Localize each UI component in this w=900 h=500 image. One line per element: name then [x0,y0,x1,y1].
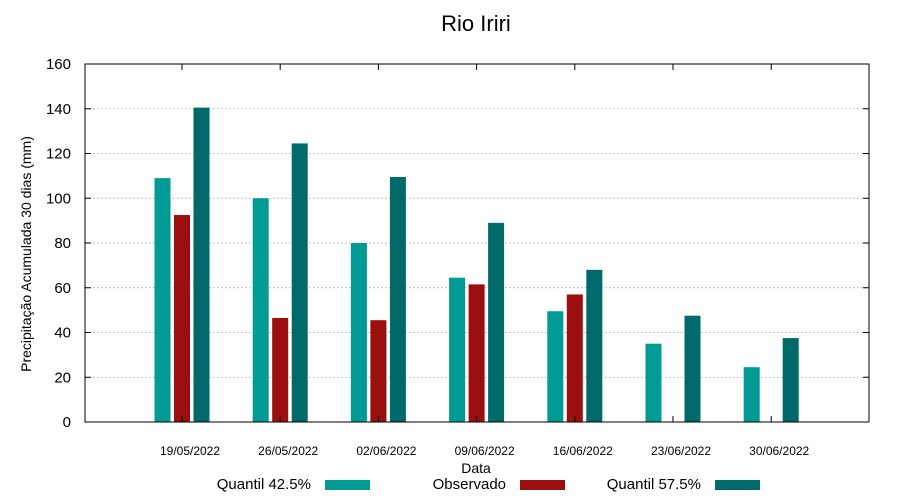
bar-0-1 [252,198,269,422]
bar-0-3 [449,277,466,422]
bars [154,107,799,422]
bar-0-5 [645,343,662,422]
chart-title: Rio Iriri [441,11,511,36]
legend-swatch-1 [520,480,565,490]
y-tick-label-2: 40 [54,325,71,342]
bar-2-6 [782,338,799,422]
x-tick-label-5: 23/06/2022 [651,444,711,458]
y-axis-label: Precipitação Acumulada 30 dias (mm) [18,136,34,372]
bar-0-2 [350,243,367,422]
y-axis-ticks: 0 20 40 60 80 100 120 140 160 [46,56,869,431]
y-tick-label-6: 120 [46,146,71,163]
legend-swatch-2 [715,480,760,490]
y-tick-label-1: 20 [54,369,71,386]
bar-2-4 [586,269,603,422]
legend: Quantil 42.5% Observado Quantil 57.5% [217,476,760,493]
x-tick-label-0: 19/05/2022 [160,444,220,458]
bar-0-6 [743,367,760,422]
y-tick-label-5: 100 [46,190,71,207]
y-tick-label-4: 80 [54,235,71,252]
x-tick-label-2: 02/06/2022 [356,444,416,458]
legend-label-1: Observado [433,476,506,493]
legend-label-2: Quantil 57.5% [607,476,701,493]
x-tick-label-6: 30/06/2022 [749,444,809,458]
x-tick-label-1: 26/05/2022 [258,444,318,458]
bar-1-0 [174,215,190,422]
bar-0-4 [547,311,564,422]
x-axis-ticks: 19/05/2022 26/05/2022 02/06/2022 09/06/2022… [160,64,810,458]
bar-1-2 [370,320,387,422]
bar-1-1 [272,317,289,422]
x-tick-label-4: 16/06/2022 [553,444,613,458]
y-tick-label-3: 60 [54,280,71,297]
x-tick-label-3: 09/06/2022 [455,444,515,458]
bar-2-1 [291,143,308,422]
bar-0-0 [154,178,171,422]
y-tick-label-7: 140 [46,101,71,118]
bar-2-0 [193,107,210,422]
bar-2-5 [684,315,701,422]
bar-2-3 [488,222,505,422]
y-tick-label-8: 160 [46,56,71,73]
y-tick-label-0: 0 [63,414,71,431]
legend-swatch-0 [325,480,370,490]
legend-label-0: Quantil 42.5% [217,476,311,493]
bar-2-2 [389,176,406,422]
x-axis-label: Data [461,460,491,476]
bar-1-4 [566,294,583,422]
bar-1-3 [468,284,485,422]
